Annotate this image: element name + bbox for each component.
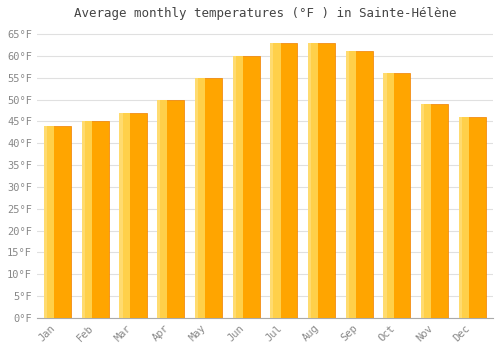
Bar xyxy=(44,126,54,318)
Bar xyxy=(458,117,486,318)
Bar xyxy=(195,78,222,318)
Bar xyxy=(346,51,356,318)
Bar xyxy=(346,51,373,318)
Bar xyxy=(458,117,462,318)
Bar xyxy=(232,56,236,318)
Bar xyxy=(157,99,184,318)
Bar xyxy=(82,121,92,318)
Bar xyxy=(384,73,394,318)
Bar xyxy=(308,43,318,318)
Bar xyxy=(308,43,335,318)
Bar xyxy=(157,99,168,318)
Bar xyxy=(82,121,109,318)
Bar xyxy=(157,99,160,318)
Bar xyxy=(270,43,297,318)
Bar xyxy=(458,117,469,318)
Bar xyxy=(232,56,243,318)
Bar xyxy=(195,78,205,318)
Bar xyxy=(44,126,47,318)
Bar xyxy=(346,51,349,318)
Bar xyxy=(308,43,311,318)
Bar xyxy=(421,104,424,318)
Bar xyxy=(44,126,71,318)
Bar xyxy=(120,113,130,318)
Bar xyxy=(421,104,448,318)
Bar xyxy=(120,113,122,318)
Title: Average monthly temperatures (°F ) in Sainte-Hélène: Average monthly temperatures (°F ) in Sa… xyxy=(74,7,456,20)
Bar xyxy=(232,56,260,318)
Bar xyxy=(421,104,432,318)
Bar xyxy=(384,73,386,318)
Bar xyxy=(120,113,146,318)
Bar xyxy=(82,121,85,318)
Bar xyxy=(270,43,280,318)
Bar xyxy=(270,43,274,318)
Bar xyxy=(384,73,410,318)
Bar xyxy=(195,78,198,318)
